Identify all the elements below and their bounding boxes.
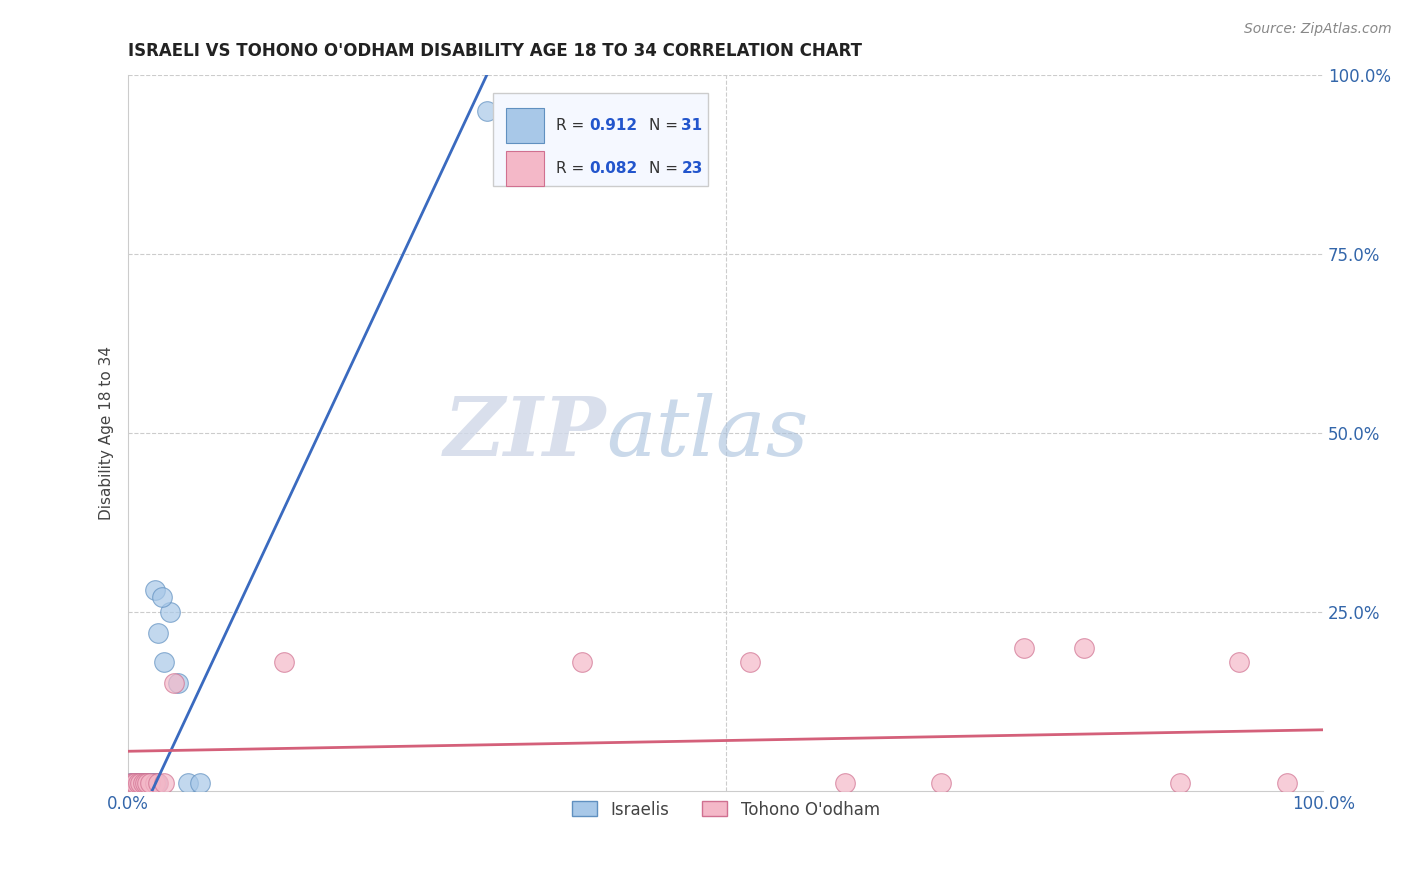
Point bbox=[120, 776, 142, 790]
Point bbox=[163, 676, 186, 690]
Point bbox=[132, 776, 155, 790]
Point bbox=[167, 676, 190, 690]
Text: N =: N = bbox=[650, 118, 683, 133]
Point bbox=[738, 655, 761, 669]
Point bbox=[146, 626, 169, 640]
Text: R =: R = bbox=[555, 161, 589, 176]
Point bbox=[1168, 776, 1191, 790]
Point bbox=[122, 776, 145, 790]
Point bbox=[129, 776, 152, 790]
Text: R =: R = bbox=[555, 118, 589, 133]
Point bbox=[127, 776, 149, 790]
Point bbox=[128, 776, 150, 790]
Point bbox=[127, 776, 149, 790]
Point bbox=[145, 776, 167, 790]
Point bbox=[142, 776, 165, 790]
Text: 31: 31 bbox=[682, 118, 703, 133]
Point bbox=[143, 583, 166, 598]
Point bbox=[143, 776, 166, 790]
Point bbox=[150, 591, 173, 605]
FancyBboxPatch shape bbox=[506, 108, 544, 143]
Point bbox=[273, 655, 295, 669]
Point bbox=[834, 776, 856, 790]
Point bbox=[120, 776, 142, 790]
Point bbox=[129, 776, 152, 790]
Point bbox=[141, 776, 163, 790]
Point bbox=[138, 776, 160, 790]
Point bbox=[125, 776, 148, 790]
Point bbox=[121, 776, 143, 790]
Text: 0.912: 0.912 bbox=[589, 118, 637, 133]
Point bbox=[124, 776, 146, 790]
Point bbox=[139, 776, 162, 790]
Point bbox=[135, 776, 157, 790]
FancyBboxPatch shape bbox=[506, 151, 544, 186]
Point bbox=[159, 605, 181, 619]
Point bbox=[131, 776, 153, 790]
Point bbox=[188, 776, 211, 790]
Text: atlas: atlas bbox=[606, 392, 808, 473]
Point bbox=[1014, 640, 1036, 655]
Point bbox=[1229, 655, 1251, 669]
Point bbox=[177, 776, 200, 790]
Text: 0.082: 0.082 bbox=[589, 161, 638, 176]
Point bbox=[131, 776, 153, 790]
Point bbox=[571, 655, 593, 669]
Point bbox=[124, 776, 146, 790]
Point bbox=[122, 776, 145, 790]
Point bbox=[1073, 640, 1095, 655]
Point bbox=[153, 655, 176, 669]
Text: 23: 23 bbox=[682, 161, 703, 176]
FancyBboxPatch shape bbox=[492, 93, 707, 186]
Legend: Israelis, Tohono O'odham: Israelis, Tohono O'odham bbox=[565, 794, 886, 825]
Point bbox=[139, 776, 162, 790]
Point bbox=[131, 776, 153, 790]
Point bbox=[139, 776, 162, 790]
Point bbox=[134, 776, 156, 790]
Text: ISRAELI VS TOHONO O'ODHAM DISABILITY AGE 18 TO 34 CORRELATION CHART: ISRAELI VS TOHONO O'ODHAM DISABILITY AGE… bbox=[128, 42, 862, 60]
Point bbox=[153, 776, 176, 790]
Point bbox=[136, 776, 159, 790]
Point bbox=[146, 776, 169, 790]
Text: Source: ZipAtlas.com: Source: ZipAtlas.com bbox=[1244, 22, 1392, 37]
Text: ZIP: ZIP bbox=[443, 392, 606, 473]
Text: N =: N = bbox=[650, 161, 683, 176]
Point bbox=[1277, 776, 1299, 790]
Point bbox=[475, 103, 498, 118]
Y-axis label: Disability Age 18 to 34: Disability Age 18 to 34 bbox=[100, 346, 114, 520]
Point bbox=[929, 776, 952, 790]
Point bbox=[122, 776, 145, 790]
Point bbox=[134, 776, 156, 790]
Point bbox=[146, 776, 169, 790]
Point bbox=[136, 776, 159, 790]
